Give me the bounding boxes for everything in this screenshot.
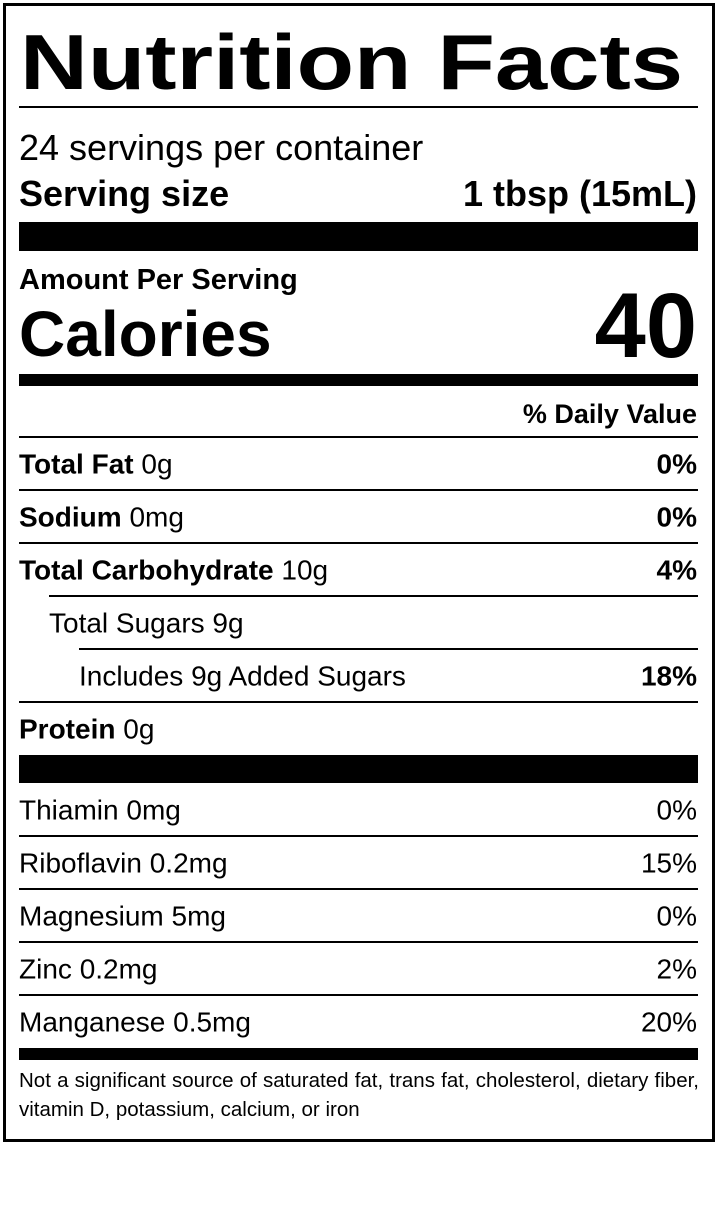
nutrient-dv: 0% [657,449,698,480]
vitamin-name: Zinc [19,954,72,985]
nutrient-line: Protein 0g [19,714,154,745]
nutrient-amount: 9g [212,608,243,639]
nutrient-name: Protein [19,714,115,745]
nutrient-name: Total Carbohydrate [19,555,274,586]
nutrient-amount: 0g [141,449,172,480]
nutrient-dv: 18% [641,661,697,692]
vitamin-name: Magnesium [19,901,164,932]
vitamin-amount: 0.5mg [173,1007,251,1038]
nutrient-line: Sodium 0mg [19,502,184,533]
amount-per-serving: Amount Per Serving [19,264,298,296]
nutrient-dv: 0% [657,502,698,533]
label-border [3,3,715,1142]
nutrient-amount: 10g [281,555,328,586]
rule [19,701,698,703]
vitamin-line: Magnesium 5mg [19,901,226,932]
servings: 24 servings per container [19,127,423,168]
vitamin-name: Manganese [19,1007,165,1038]
nutrient-name: Total Sugars [49,608,205,639]
nutrient-name: Total Fat [19,449,134,480]
rule [19,888,698,890]
nutrient-dv: 4% [657,555,698,586]
nutrient-name: Sodium [19,502,122,533]
calories-label: Calories [19,298,272,370]
vitamin-name: Thiamin [19,795,119,826]
nutrient-amount: 0mg [129,502,183,533]
thick-bar [19,755,698,783]
rule [19,941,698,943]
nutrient-line: Total Fat 0g [19,449,173,480]
vitamin-dv: 20% [641,1007,697,1038]
nutrient-line: Total Carbohydrate 10g [19,555,328,586]
thick-bar [19,222,698,251]
vitamin-amount: 5mg [172,901,226,932]
nutrient-line: Includes 9g Added Sugars [79,661,406,692]
nutrient-line: Total Sugars 9g [49,608,244,639]
vitamin-amount: 0.2mg [80,954,158,985]
rule [49,595,698,597]
rule [79,648,698,650]
vitamin-dv: 15% [641,848,697,879]
rule [19,994,698,996]
vitamin-line: Manganese 0.5mg [19,1007,251,1038]
nutrient-amount: 0g [123,714,154,745]
vitamin-amount: 0.2mg [150,848,228,879]
rule [19,542,698,544]
vitamin-line: Riboflavin 0.2mg [19,848,228,879]
serving-size-value: 1 tbsp (15mL) [463,173,697,214]
rule [19,835,698,837]
vitamin-name: Riboflavin [19,848,142,879]
medium-bar [19,1048,698,1060]
rule [19,106,698,108]
medium-bar [19,374,698,386]
vitamin-dv: 0% [657,795,697,826]
footnote: Not a significant source of saturated fa… [19,1069,699,1121]
footnote-box: Not a significant source of saturated fa… [19,1069,699,1121]
vitamin-dv: 0% [657,901,697,932]
calories-value: 40 [595,275,697,377]
serving-size-label: Serving size [19,173,229,214]
vitamin-line: Thiamin 0mg [19,795,181,826]
dv-header: % Daily Value [523,399,697,429]
vitamin-amount: 0mg [126,795,180,826]
vitamin-line: Zinc 0.2mg [19,954,158,985]
rule [19,489,698,491]
rule [19,436,698,438]
vitamin-dv: 2% [657,954,697,985]
nutrient-name: Includes 9g Added Sugars [79,661,406,692]
title: Nutrition Facts [20,18,683,106]
